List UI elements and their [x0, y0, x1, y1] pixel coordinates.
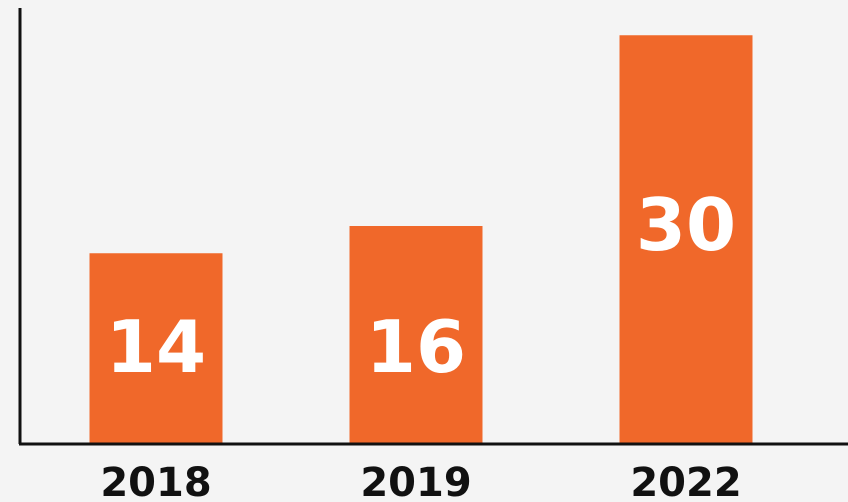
labels-layer: 14 2018 16 2019 30 2022: [100, 183, 741, 502]
bar-2019: [349, 226, 483, 444]
bar-2022: [619, 35, 753, 444]
x-tick-label-2018: 2018: [100, 460, 211, 502]
x-tick-label-2022: 2022: [630, 460, 741, 502]
data-label-2022: 30: [636, 183, 736, 267]
x-tick-label-2019: 2019: [360, 460, 471, 502]
bar-2018: [89, 253, 223, 444]
data-label-2019: 16: [366, 305, 466, 389]
axes-layer: [18, 8, 848, 446]
bars-layer: [89, 35, 753, 444]
data-label-2018: 14: [106, 305, 206, 389]
